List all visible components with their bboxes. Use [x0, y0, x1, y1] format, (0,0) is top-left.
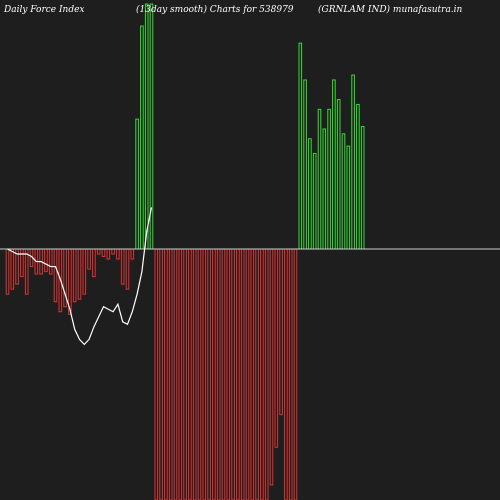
force-bar: [317, 108, 322, 250]
force-bar: [351, 74, 355, 250]
force-bar: [346, 145, 351, 250]
force-bar: [173, 248, 178, 500]
force-bar: [154, 248, 159, 500]
force-bar: [279, 248, 283, 416]
force-bar: [322, 128, 327, 250]
force-bar: [240, 248, 245, 500]
force-bar: [188, 248, 192, 500]
force-bar: [168, 248, 173, 500]
force-bar: [135, 118, 139, 250]
force-bar: [53, 248, 58, 303]
force-bar: [87, 248, 91, 270]
force-bar: [250, 248, 255, 500]
force-bar: [327, 108, 331, 250]
force-bar: [178, 248, 183, 500]
force-bar: [20, 248, 24, 278]
force-bar: [125, 248, 130, 290]
force-bar: [5, 248, 10, 295]
force-bar: [48, 248, 53, 275]
force-bar: [288, 248, 293, 500]
force-bar: [221, 248, 226, 500]
smooth-line: [7, 207, 153, 346]
force-bar: [183, 248, 187, 500]
force-bar: [308, 138, 312, 250]
force-bar: [245, 248, 250, 500]
force-bar: [312, 152, 317, 250]
force-bar: [197, 248, 202, 500]
force-bar: [212, 248, 216, 500]
force-bar: [231, 248, 235, 500]
force-bar: [226, 248, 231, 500]
force-bar: [77, 248, 82, 300]
force-bar: [159, 248, 163, 500]
force-bar: [144, 3, 149, 250]
force-bar: [356, 103, 360, 250]
force-bar: [269, 248, 274, 486]
force-bar: [332, 79, 336, 250]
force-bar: [216, 248, 221, 500]
force-bar: [116, 248, 120, 260]
force-bar: [202, 248, 207, 500]
header-left: Daily Force Index: [3, 5, 85, 15]
force-bar: [106, 248, 111, 260]
force-bar: [44, 248, 48, 273]
force-bar: [92, 248, 96, 278]
force-bar: [96, 248, 101, 255]
force-bar: [360, 126, 365, 250]
header-right: (GRNLAM IND) munafasutra.in: [318, 4, 463, 15]
force-bar: [130, 248, 135, 260]
force-bar: [101, 248, 106, 258]
force-bar: [164, 248, 168, 500]
force-bar: [255, 248, 259, 500]
force-bar: [293, 248, 298, 500]
force-bar: [264, 248, 269, 500]
force-bar: [24, 248, 29, 295]
force-bar: [207, 248, 211, 500]
force-bar: [274, 248, 279, 448]
force-bar: [303, 79, 307, 250]
force-bar: [336, 99, 341, 250]
force-bar: [10, 248, 15, 290]
force-bar: [72, 248, 77, 303]
force-bar: [140, 25, 144, 250]
force-bar: [82, 248, 87, 295]
force-bar: [111, 248, 115, 255]
header-center: (13day smooth) Charts for 538979: [136, 4, 294, 15]
force-bar: [284, 248, 288, 500]
force-bar: [236, 248, 240, 500]
force-bar: [120, 248, 125, 285]
force-bar: [298, 42, 303, 250]
force-bar: [260, 248, 264, 500]
force-bar: [341, 133, 346, 250]
force-bar: [192, 248, 197, 500]
